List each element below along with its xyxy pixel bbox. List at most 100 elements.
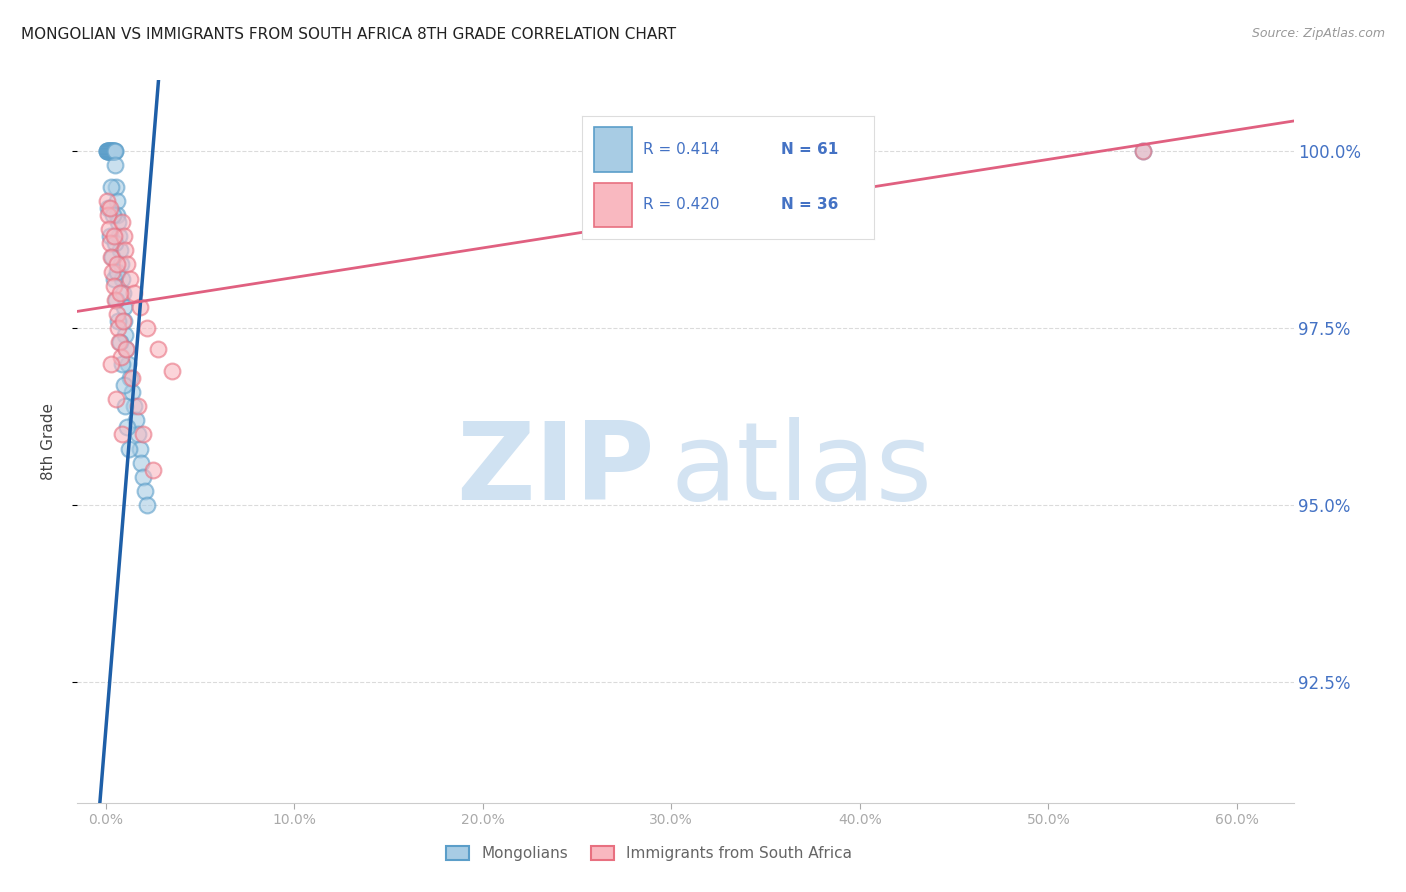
Point <box>111 271 134 285</box>
Point <box>103 271 125 285</box>
Point <box>100 144 122 158</box>
Point <box>98 201 121 215</box>
Point <box>117 257 139 271</box>
Point <box>105 208 128 222</box>
Point <box>117 357 139 371</box>
Point <box>96 144 118 158</box>
Legend: Mongolians, Immigrants from South Africa: Mongolians, Immigrants from South Africa <box>440 840 858 867</box>
Point <box>114 328 136 343</box>
Point <box>103 229 125 244</box>
Point <box>103 278 125 293</box>
Point <box>114 244 136 258</box>
Point <box>121 371 143 385</box>
Point <box>105 257 128 271</box>
Point <box>100 357 122 371</box>
Point <box>97 208 120 222</box>
Point <box>100 251 122 265</box>
Point <box>105 307 128 321</box>
Point <box>115 343 138 357</box>
Point <box>107 321 129 335</box>
Point <box>136 321 159 335</box>
Point <box>98 144 121 158</box>
Point <box>118 442 141 456</box>
Point <box>104 144 127 158</box>
Point <box>97 201 120 215</box>
Point <box>112 229 135 244</box>
Point <box>115 343 138 357</box>
Point <box>107 215 129 229</box>
Point <box>98 144 121 158</box>
Point <box>134 484 156 499</box>
Point <box>101 144 124 158</box>
Point <box>104 392 127 406</box>
Point <box>98 229 121 244</box>
Point <box>160 364 183 378</box>
Point <box>1132 144 1154 158</box>
Point <box>125 413 148 427</box>
Point <box>107 314 129 328</box>
Point <box>112 377 135 392</box>
Text: atlas: atlas <box>671 417 932 524</box>
Point <box>114 314 136 328</box>
Point <box>105 264 128 278</box>
Point <box>120 371 142 385</box>
Point <box>111 285 134 300</box>
Point <box>104 236 127 251</box>
Point <box>98 144 121 158</box>
Point <box>97 144 120 158</box>
Text: ZIP: ZIP <box>457 417 655 524</box>
Point <box>128 300 150 314</box>
Point <box>101 251 124 265</box>
Point <box>132 427 155 442</box>
Point <box>112 300 135 314</box>
Point <box>96 144 118 158</box>
Point <box>122 285 145 300</box>
Point <box>100 179 122 194</box>
Point <box>100 144 122 158</box>
Point <box>108 285 131 300</box>
Point <box>127 427 149 442</box>
Point <box>101 208 124 222</box>
Point <box>148 343 170 357</box>
Point <box>128 442 150 456</box>
Point <box>104 158 127 172</box>
Text: Source: ZipAtlas.com: Source: ZipAtlas.com <box>1251 27 1385 40</box>
Point <box>101 264 124 278</box>
Point <box>103 144 125 158</box>
Y-axis label: 8th Grade: 8th Grade <box>42 403 56 480</box>
Point <box>98 222 121 236</box>
Point <box>96 194 118 208</box>
Text: MONGOLIAN VS IMMIGRANTS FROM SOUTH AFRICA 8TH GRADE CORRELATION CHART: MONGOLIAN VS IMMIGRANTS FROM SOUTH AFRIC… <box>21 27 676 42</box>
Point <box>110 350 132 364</box>
Point <box>111 357 134 371</box>
Point <box>110 257 132 271</box>
Point <box>1132 144 1154 158</box>
Point <box>101 144 124 158</box>
Point <box>108 229 131 244</box>
Point <box>131 456 153 470</box>
Point <box>104 293 127 307</box>
Point <box>117 420 139 434</box>
Point <box>100 144 122 158</box>
Point <box>136 498 159 512</box>
Point <box>120 271 142 285</box>
Point <box>104 144 127 158</box>
Point <box>101 144 124 158</box>
Point <box>121 384 143 399</box>
Point <box>108 335 131 350</box>
Point <box>98 236 121 251</box>
Point <box>127 399 149 413</box>
Point <box>104 179 127 194</box>
Point <box>132 470 155 484</box>
Point <box>97 144 120 158</box>
Point <box>111 427 134 442</box>
Point <box>98 144 121 158</box>
Point <box>103 144 125 158</box>
Point <box>108 335 131 350</box>
Point <box>142 463 165 477</box>
Point <box>105 194 128 208</box>
Point <box>104 293 127 307</box>
Point <box>114 399 136 413</box>
Point <box>122 399 145 413</box>
Point <box>96 144 118 158</box>
